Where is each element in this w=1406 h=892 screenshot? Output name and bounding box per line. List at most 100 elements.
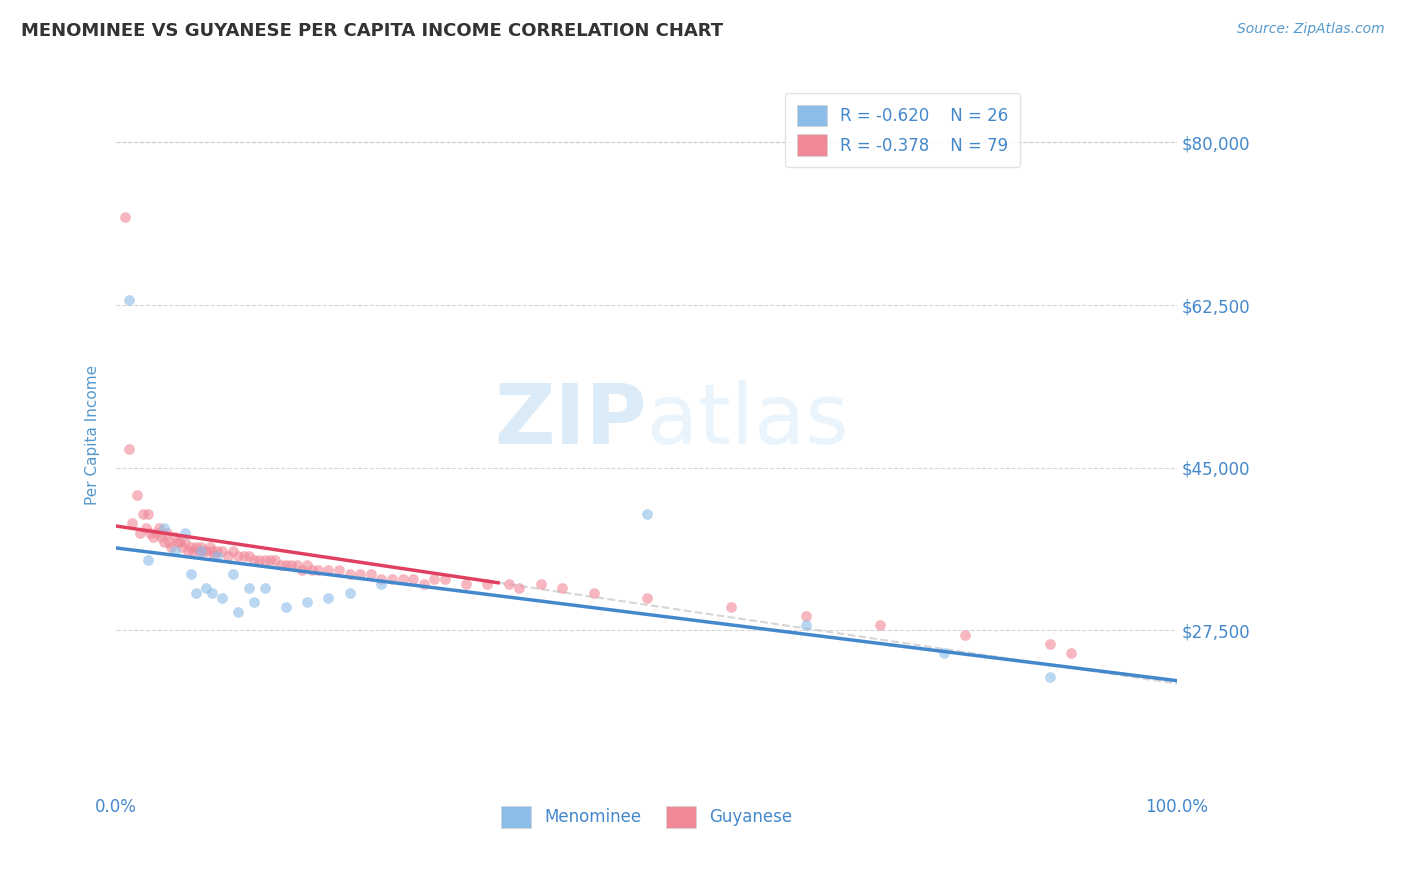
Point bbox=[370, 576, 392, 591]
Point bbox=[412, 576, 434, 591]
Point bbox=[193, 544, 215, 558]
Point bbox=[307, 563, 329, 577]
Point bbox=[136, 553, 159, 567]
Text: ZIP: ZIP bbox=[494, 380, 647, 461]
Point bbox=[127, 488, 149, 502]
Point bbox=[636, 507, 658, 521]
Point bbox=[249, 553, 271, 567]
Point bbox=[153, 534, 176, 549]
Point bbox=[211, 544, 233, 558]
Point bbox=[285, 558, 308, 573]
Point bbox=[174, 525, 197, 540]
Point bbox=[198, 540, 221, 554]
Point bbox=[202, 549, 225, 563]
Point bbox=[318, 591, 340, 605]
Point bbox=[170, 540, 193, 554]
Point bbox=[184, 540, 207, 554]
Point bbox=[434, 572, 457, 586]
Point bbox=[149, 530, 172, 544]
Point bbox=[339, 586, 361, 600]
Point bbox=[301, 563, 323, 577]
Point bbox=[211, 591, 233, 605]
Point bbox=[201, 586, 224, 600]
Point bbox=[1060, 646, 1083, 660]
Point bbox=[238, 549, 260, 563]
Point bbox=[381, 572, 404, 586]
Point bbox=[163, 544, 186, 558]
Point bbox=[195, 544, 218, 558]
Point bbox=[477, 576, 499, 591]
Point bbox=[243, 595, 266, 609]
Point bbox=[190, 544, 212, 558]
Point bbox=[121, 516, 143, 531]
Point bbox=[280, 558, 302, 573]
Point bbox=[1039, 637, 1062, 651]
Point bbox=[932, 646, 955, 660]
Point bbox=[349, 567, 371, 582]
Point bbox=[226, 549, 249, 563]
Point bbox=[270, 558, 292, 573]
Point bbox=[328, 563, 350, 577]
Point bbox=[720, 599, 742, 614]
Point bbox=[222, 544, 245, 558]
Point bbox=[217, 549, 239, 563]
Point bbox=[794, 609, 817, 624]
Point bbox=[222, 567, 245, 582]
Point bbox=[180, 567, 202, 582]
Point bbox=[253, 553, 276, 567]
Point bbox=[142, 530, 165, 544]
Point bbox=[226, 605, 249, 619]
Point bbox=[114, 210, 136, 224]
Point bbox=[508, 582, 530, 596]
Point bbox=[232, 549, 254, 563]
Point bbox=[139, 525, 162, 540]
Point bbox=[295, 558, 318, 573]
Point bbox=[118, 442, 141, 456]
Point bbox=[391, 572, 413, 586]
Point bbox=[166, 534, 188, 549]
Point bbox=[205, 549, 228, 563]
Legend: Menominee, Guyanese: Menominee, Guyanese bbox=[494, 799, 799, 834]
Point bbox=[177, 544, 200, 558]
Point bbox=[456, 576, 478, 591]
Point bbox=[551, 582, 574, 596]
Point bbox=[169, 534, 191, 549]
Point bbox=[136, 507, 159, 521]
Point bbox=[132, 507, 155, 521]
Point bbox=[184, 586, 207, 600]
Text: atlas: atlas bbox=[647, 380, 848, 461]
Point bbox=[360, 567, 382, 582]
Point bbox=[869, 618, 891, 632]
Point bbox=[318, 563, 340, 577]
Point bbox=[295, 595, 318, 609]
Point bbox=[498, 576, 520, 591]
Point bbox=[794, 618, 817, 632]
Point bbox=[253, 582, 276, 596]
Point bbox=[339, 567, 361, 582]
Point bbox=[118, 293, 141, 308]
Point bbox=[529, 576, 551, 591]
Point bbox=[259, 553, 281, 567]
Point bbox=[205, 544, 228, 558]
Y-axis label: Per Capita Income: Per Capita Income bbox=[86, 365, 100, 505]
Point bbox=[180, 540, 202, 554]
Point bbox=[135, 521, 157, 535]
Point bbox=[243, 553, 266, 567]
Point bbox=[953, 628, 976, 642]
Point bbox=[190, 540, 212, 554]
Point bbox=[238, 582, 260, 596]
Point bbox=[636, 591, 658, 605]
Point bbox=[291, 563, 314, 577]
Point bbox=[370, 572, 392, 586]
Point bbox=[1039, 669, 1062, 683]
Point bbox=[188, 544, 211, 558]
Point bbox=[582, 586, 605, 600]
Point bbox=[128, 525, 150, 540]
Point bbox=[148, 521, 170, 535]
Point bbox=[181, 544, 204, 558]
Point bbox=[201, 544, 224, 558]
Point bbox=[163, 530, 186, 544]
Point bbox=[156, 525, 179, 540]
Point bbox=[264, 553, 287, 567]
Text: Source: ZipAtlas.com: Source: ZipAtlas.com bbox=[1237, 22, 1385, 37]
